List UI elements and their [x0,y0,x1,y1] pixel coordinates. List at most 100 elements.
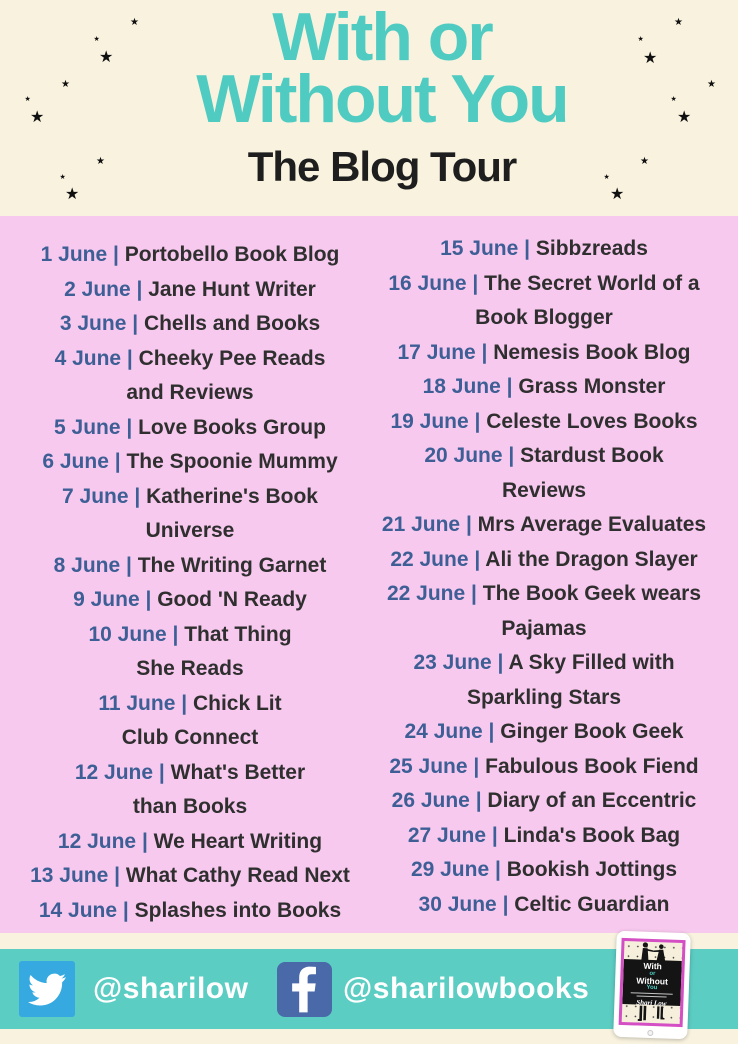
entry-date: 24 June [404,720,483,743]
entry-blog-name: Katherine's Book Universe [145,484,318,543]
entry-blog-name: The Writing Garnet [137,553,327,577]
schedule-entry: 8 June | The Writing Garnet [0,549,380,584]
schedule-entry: 22 June | Ali the Dragon Slayer [350,543,738,578]
star-icon: ★ [65,186,80,203]
entry-date: 29 June [410,858,490,881]
twitter-link[interactable]: @sharilow [19,949,248,1029]
entry-separator: | [175,691,193,715]
entry-separator: | [469,789,488,812]
facebook-handle[interactable]: @sharilowbooks [343,972,590,1005]
schedule-entry: 2 June | Jane Hunt Writer [0,273,380,308]
schedule-entry: 4 June | Cheeky Pee Reads and Reviews [0,342,380,411]
entry-blog-name: Ginger Book Geek [500,720,684,743]
book-title-line1: With or [272,0,494,75]
entry-blog-name: Chick Lit Club Connect [121,691,282,750]
schedule-entry: 25 June | Fabulous Book Fiend [350,750,738,785]
entry-blog-name: We Heart Writing [153,829,323,853]
schedule-entry: 1 June | Portobello Book Blog [0,238,380,273]
schedule-column-right: 15 June | Sibbzreads 16 June | The Secret… [350,232,738,922]
entry-date: 20 June [424,444,503,467]
facebook-link[interactable]: @sharilowbooks [277,949,589,1029]
entry-separator: | [465,582,483,605]
entry-blog-name: Love Books Group [138,415,326,439]
entry-date: 8 June [53,553,121,577]
entry-blog-name: Stardust Book Reviews [501,444,664,502]
header: ★ ★ ★ ★ ★ ★ ★ ★ ★ ★ ★ ★ ★ ★ ★ ★ ★ ★ With or Without You T… [0,0,738,216]
entry-date: 6 June [42,450,109,473]
entry-date: 5 June [54,415,121,439]
schedule-entry: 11 June | Chick Lit Club Connect [0,687,380,756]
entry-blog-name: Linda's Book Bag [503,823,681,847]
entry-separator: | [108,450,127,473]
entry-separator: | [468,409,487,433]
entry-blog-name: What Cathy Read Next [125,864,350,887]
entry-date: 21 June [381,513,461,536]
entry-separator: | [108,864,126,887]
entry-date: 15 June [440,237,519,260]
schedule-entry: 7 June | Katherine's Book Universe [0,480,380,549]
schedule-entry: 30 June | Celtic Guardian [350,888,738,923]
entry-separator: | [466,271,485,295]
entry-date: 27 June [407,823,487,847]
poster-subtitle: The Blog Tour [247,143,518,190]
entry-separator: | [491,651,509,674]
entry-date: 22 June [390,547,469,571]
schedule-entry: 18 June | Grass Monster [350,370,738,405]
schedule-entry: 17 June | Nemesis Book Blog [350,336,738,371]
schedule-entry: 26 June | Diary of an Eccentric [350,784,738,819]
entry-separator: | [166,622,185,646]
schedule-entry: 5 June | Love Books Group [0,411,380,446]
schedule-entry: 27 June | Linda's Book Bag [350,819,738,854]
entry-blog-name: Jane Hunt Writer [148,277,316,301]
entry-blog-name: Splashes into Books [134,898,342,922]
entry-date: 25 June [389,754,468,778]
entry-separator: | [496,892,515,916]
entry-separator: | [128,484,147,508]
book-title: With or Without You [13,0,738,137]
schedule-column-left: 1 June | Portobello Book Blog 2 June | Ja… [0,238,380,928]
entry-blog-name: The Book Geek wears Pajamas [482,582,702,640]
entry-date: 23 June [413,651,492,674]
entry-blog-name: Grass Monster [518,375,666,398]
entry-separator: | [126,312,144,335]
schedule-entry: 10 June | That Thing She Reads [0,618,380,687]
entry-blog-name: Celeste Loves Books [486,409,698,433]
tour-schedule: 1 June | Portobello Book Blog 2 June | Ja… [0,216,738,933]
schedule-entry: 24 June | Ginger Book Geek [350,715,738,750]
entry-separator: | [120,415,139,439]
entry-separator: | [120,553,138,577]
twitter-handle[interactable]: @sharilow [93,972,249,1005]
entry-blog-name: That Thing She Reads [136,622,292,681]
entry-blog-name: Fabulous Book Fiend [485,754,699,778]
entry-date: 12 June [57,829,137,853]
entry-separator: | [518,237,536,260]
entry-separator: | [460,513,478,536]
entry-date: 2 June [64,277,131,301]
entry-date: 14 June [38,898,118,922]
schedule-entry: 12 June | We Heart Writing [0,825,380,860]
entry-date: 17 June [397,340,476,364]
entry-separator: | [153,760,171,784]
entry-date: 12 June [74,760,154,784]
entry-date: 26 June [391,789,470,812]
cover-title-box: With or Without You Shari Low [622,959,682,1007]
entry-separator: | [136,829,154,853]
schedule-entry: 15 June | Sibbzreads [350,232,738,267]
facebook-icon[interactable] [277,961,332,1017]
schedule-entry: 19 June | Celeste Loves Books [350,405,738,440]
book-title-line2: Without You [196,61,569,137]
schedule-entry: 12 June | What's Better than Books [0,756,380,825]
schedule-entry: 6 June | The Spoonie Mummy [0,445,380,480]
entry-date: 4 June [54,346,122,370]
entry-separator: | [486,823,504,847]
tablet-home-button [647,1029,654,1037]
entry-date: 7 June [62,484,129,508]
entry-date: 16 June [388,271,467,295]
schedule-entry: 3 June | Chells and Books [0,307,380,342]
entry-blog-name: The Secret World of a Book Blogger [475,271,700,330]
schedule-entry: 23 June | A Sky Filled with Sparkling St… [350,646,738,715]
twitter-icon[interactable] [19,961,75,1017]
schedule-entry: 22 June | The Book Geek wears Pajamas [350,577,738,646]
entry-date: 13 June [30,864,109,887]
